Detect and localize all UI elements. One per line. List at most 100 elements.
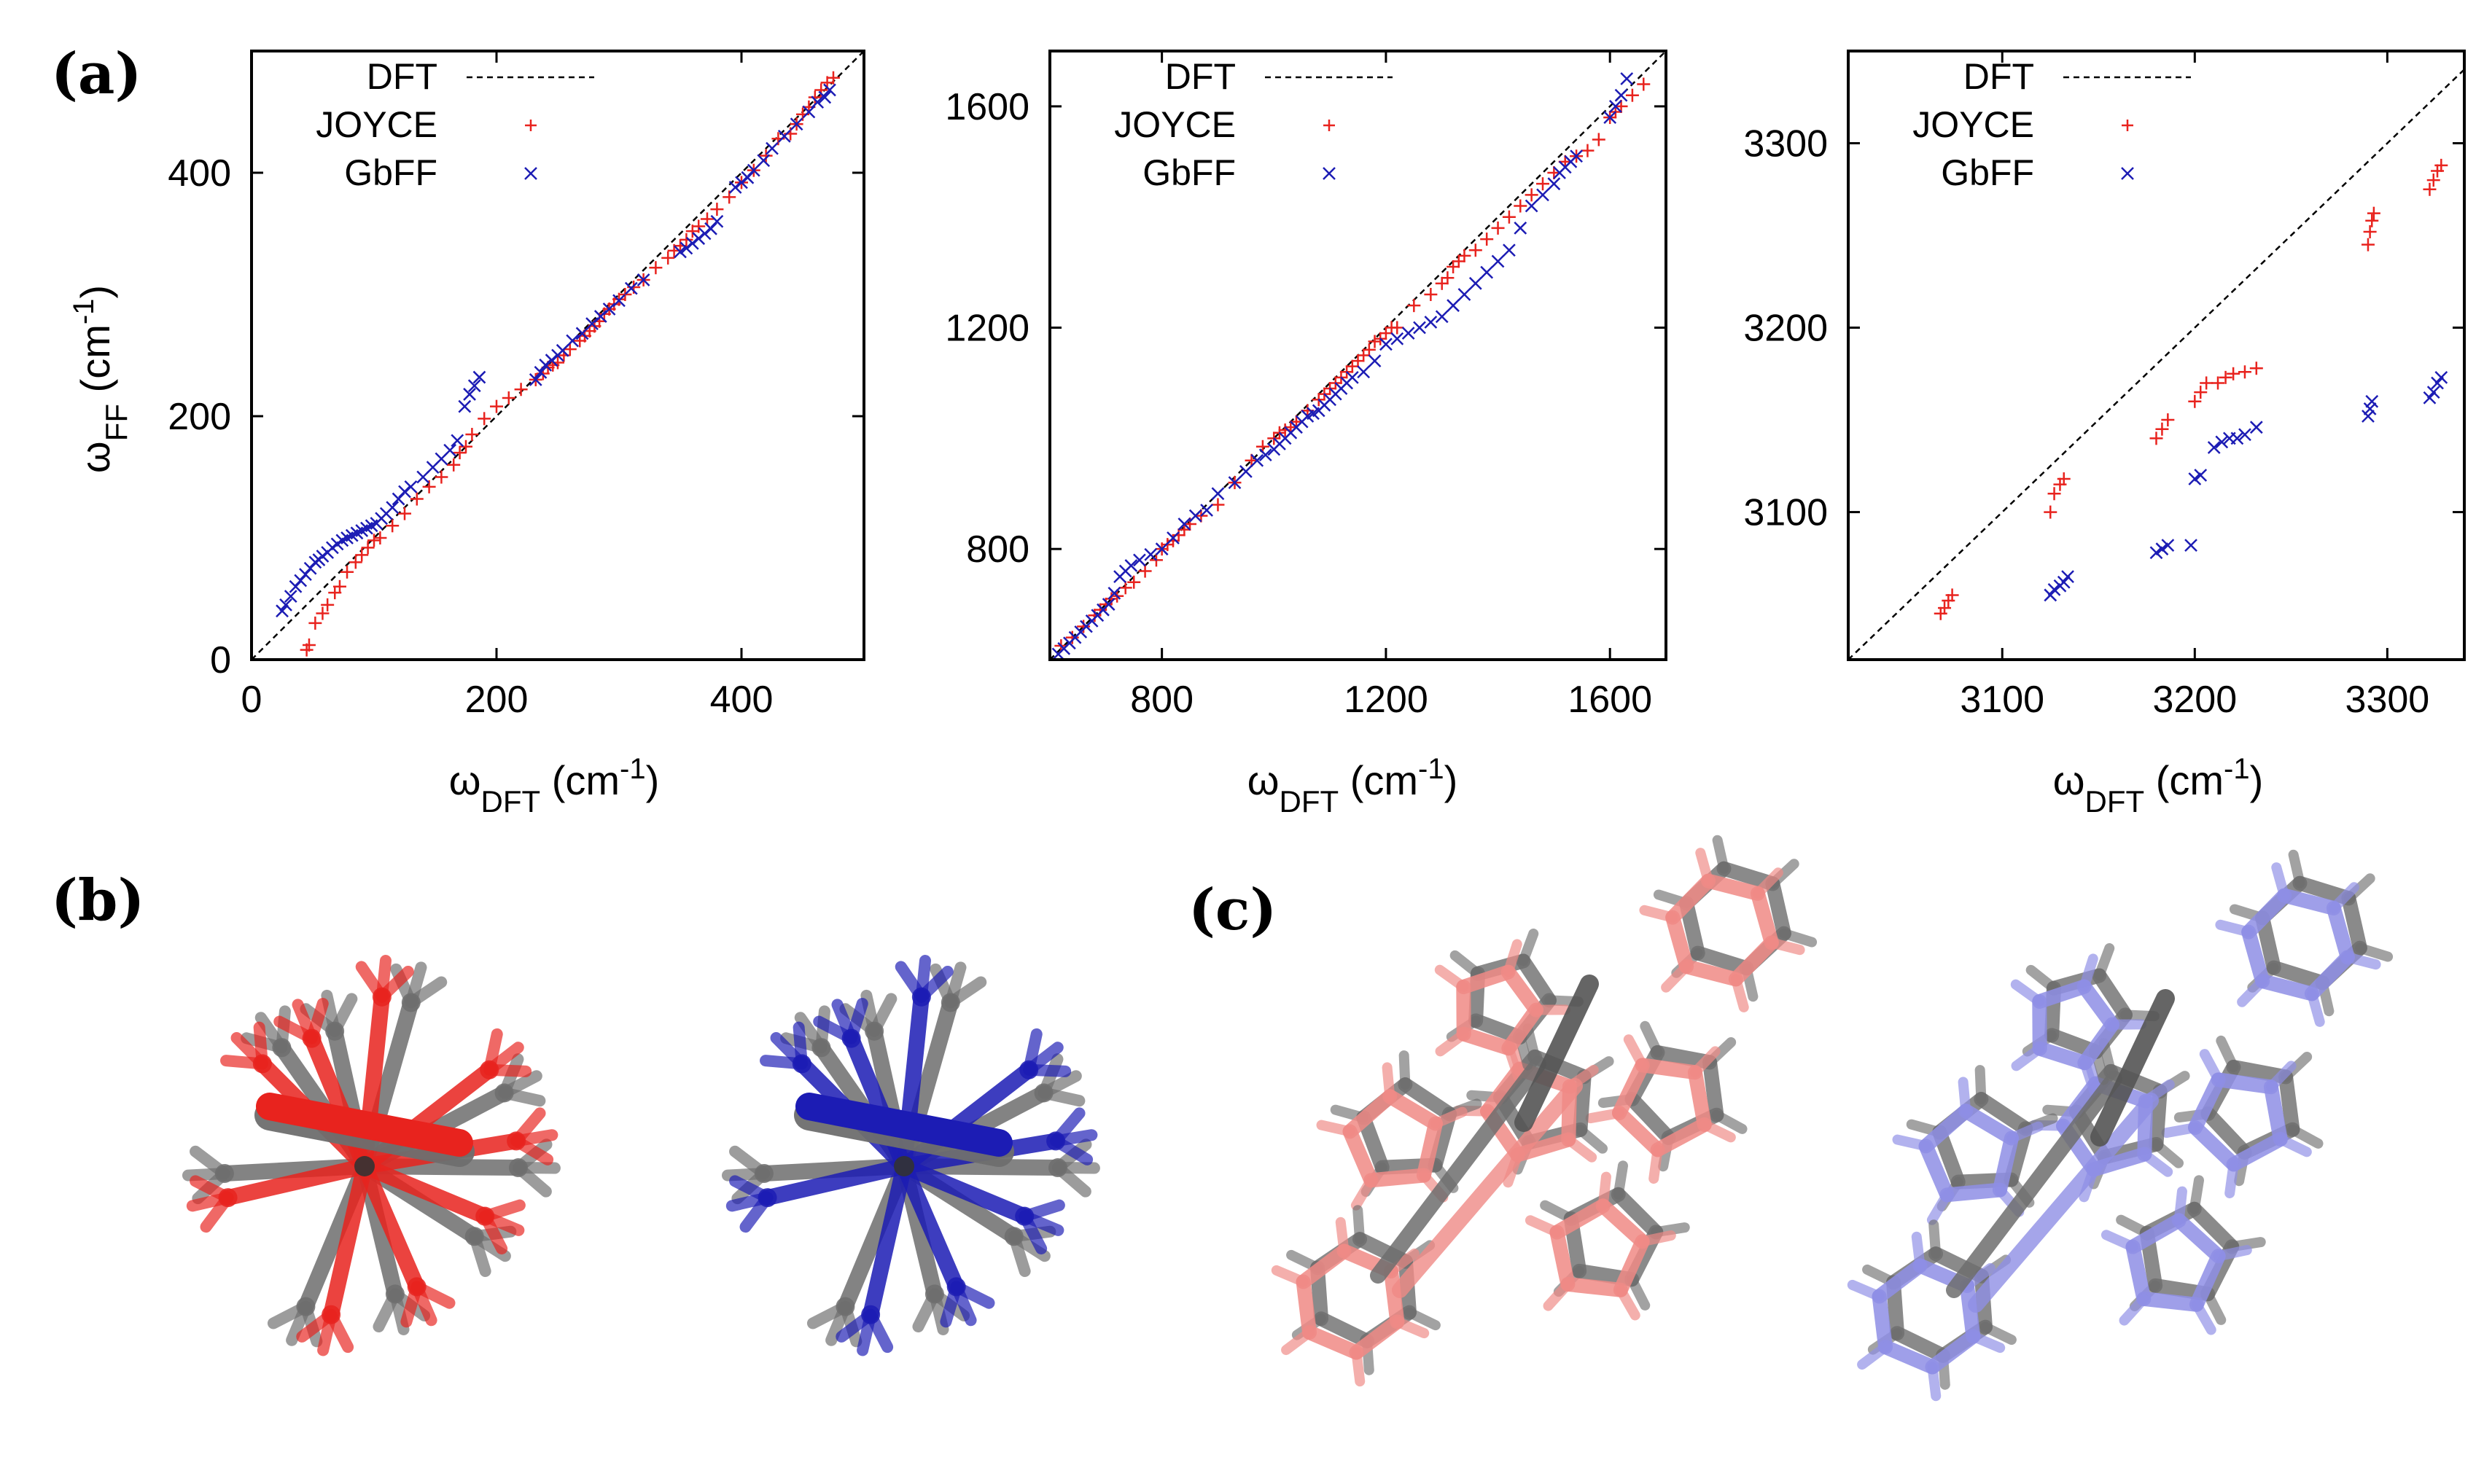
point-joyce xyxy=(1945,588,1959,602)
point-joyce xyxy=(410,492,424,506)
x-tick-label: 200 xyxy=(465,679,529,721)
point-gbff xyxy=(710,214,724,228)
point-joyce xyxy=(2227,367,2240,380)
point-joyce xyxy=(332,579,346,593)
legend-label-joyce: JOYCE xyxy=(316,104,437,145)
point-gbff xyxy=(1379,337,1393,351)
point-joyce xyxy=(478,412,491,426)
point-gbff xyxy=(2149,546,2163,560)
point-joyce xyxy=(373,531,387,544)
legend-label-gbff: GbFF xyxy=(1941,152,2034,193)
x-axis-title-1: ωDFT (cm-1) xyxy=(449,753,659,819)
point-joyce xyxy=(2238,365,2251,379)
legend-symbol-gbff xyxy=(524,167,537,180)
point-gbff xyxy=(575,327,589,340)
point-gbff xyxy=(1525,199,1538,213)
legend-label-dft: DFT xyxy=(1963,56,2034,97)
point-joyce xyxy=(1407,299,1421,313)
point-joyce xyxy=(827,71,840,85)
point-joyce xyxy=(1424,288,1438,301)
point-gbff xyxy=(416,470,430,484)
point-joyce xyxy=(1514,199,1527,213)
plot-frame xyxy=(1847,50,2466,661)
point-gbff xyxy=(2362,410,2375,423)
point-gbff xyxy=(2431,376,2444,390)
point-gbff xyxy=(566,334,580,348)
point-joyce xyxy=(1379,327,1393,340)
point-joyce xyxy=(435,470,448,484)
point-joyce xyxy=(1345,359,1359,373)
point-gbff xyxy=(467,379,481,393)
point-gbff xyxy=(757,154,771,168)
point-gbff xyxy=(529,373,542,386)
point-gbff xyxy=(458,399,472,413)
point-gbff xyxy=(1547,177,1561,191)
legend-symbol-gbff xyxy=(2121,167,2134,180)
point-joyce xyxy=(2161,413,2175,427)
point-gbff xyxy=(284,590,297,604)
point-gbff xyxy=(1228,476,1242,489)
point-gbff xyxy=(2207,441,2221,454)
point-joyce xyxy=(563,343,577,356)
point-joyce xyxy=(1362,343,1376,356)
point-joyce xyxy=(1625,88,1639,102)
point-joyce xyxy=(1065,630,1079,644)
point-joyce xyxy=(1127,575,1141,589)
panel-label-c: (c) xyxy=(1188,877,1277,943)
point-joyce xyxy=(316,606,330,620)
point-joyce xyxy=(1351,354,1365,368)
point-gbff xyxy=(1390,332,1404,345)
point-gbff xyxy=(1167,531,1180,544)
point-gbff xyxy=(1239,465,1253,478)
point-joyce xyxy=(1390,321,1404,335)
point-gbff xyxy=(386,501,400,515)
point-joyce xyxy=(1357,348,1371,362)
legend-label-dft: DFT xyxy=(367,56,437,97)
point-joyce xyxy=(759,149,773,163)
point-joyce xyxy=(386,519,400,533)
point-gbff xyxy=(1447,299,1460,313)
point-joyce xyxy=(1447,260,1460,274)
point-gbff xyxy=(1480,265,1494,279)
point-gbff xyxy=(624,281,638,295)
point-gbff xyxy=(777,130,791,143)
point-gbff xyxy=(1144,547,1158,561)
legend-label-joyce: JOYCE xyxy=(1912,104,2034,145)
point-joyce xyxy=(2426,173,2440,187)
point-gbff xyxy=(674,245,687,259)
point-joyce xyxy=(1525,188,1538,202)
point-gbff xyxy=(2238,428,2251,442)
point-joyce xyxy=(2149,431,2163,445)
point-joyce xyxy=(1211,498,1225,512)
point-gbff xyxy=(472,370,486,384)
point-joyce xyxy=(1536,177,1549,191)
x-tick-label: 0 xyxy=(241,679,262,721)
x-tick-label: 1600 xyxy=(1568,679,1652,721)
x-tick-label: 1200 xyxy=(1344,679,1428,721)
point-gbff xyxy=(1107,587,1121,600)
x-tick-label: 800 xyxy=(1130,679,1194,721)
legend-symbol-joyce xyxy=(525,120,537,131)
y-tick-label: 1200 xyxy=(945,308,1029,350)
point-joyce xyxy=(1094,603,1107,617)
point-gbff xyxy=(612,294,626,308)
point-joyce xyxy=(302,638,316,652)
point-gbff xyxy=(747,163,760,177)
point-gbff xyxy=(1155,542,1169,556)
molecule-b-gbff-overlay xyxy=(721,955,1100,1356)
point-joyce xyxy=(340,565,354,579)
point-gbff xyxy=(2161,539,2175,552)
point-gbff xyxy=(2057,575,2071,589)
point-gbff xyxy=(451,434,464,448)
point-gbff xyxy=(1413,321,1426,335)
point-gbff xyxy=(534,365,548,379)
y-tick-label: 400 xyxy=(168,152,231,195)
y-tick-label: 0 xyxy=(210,639,231,682)
point-joyce xyxy=(1435,276,1449,290)
point-joyce xyxy=(1167,534,1180,547)
x-tick-label: 3200 xyxy=(2152,679,2237,721)
point-joyce xyxy=(2047,487,2061,501)
series-joyce xyxy=(1934,158,2448,620)
point-gbff xyxy=(1124,559,1138,572)
chart-3-high-frequency: 3100 3200 3300 3100 3200 3300 DFT JOYCE GbFF xyxy=(1743,50,2466,721)
